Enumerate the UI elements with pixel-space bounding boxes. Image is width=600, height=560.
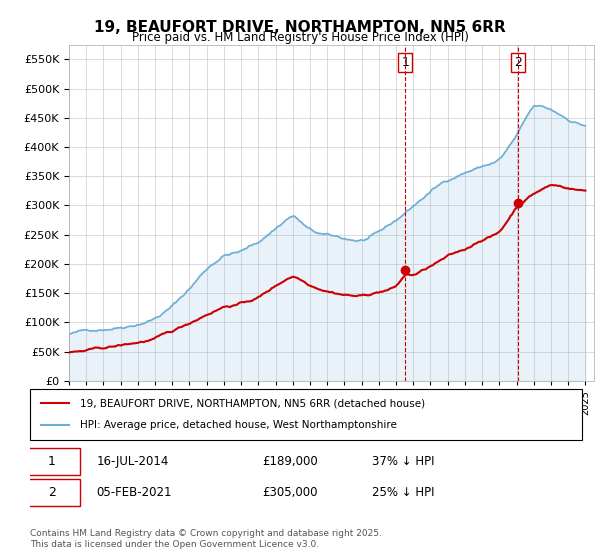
Text: 37% ↓ HPI: 37% ↓ HPI (372, 455, 435, 469)
Text: 19, BEAUFORT DRIVE, NORTHAMPTON, NN5 6RR: 19, BEAUFORT DRIVE, NORTHAMPTON, NN5 6RR (94, 20, 506, 35)
Text: £305,000: £305,000 (262, 486, 317, 499)
Text: HPI: Average price, detached house, West Northamptonshire: HPI: Average price, detached house, West… (80, 421, 397, 431)
Text: 1: 1 (48, 455, 56, 469)
Text: 19, BEAUFORT DRIVE, NORTHAMPTON, NN5 6RR (detached house): 19, BEAUFORT DRIVE, NORTHAMPTON, NN5 6RR… (80, 398, 425, 408)
FancyBboxPatch shape (25, 479, 80, 506)
Text: £189,000: £189,000 (262, 455, 317, 469)
Text: 2: 2 (48, 486, 56, 499)
Text: 16-JUL-2014: 16-JUL-2014 (96, 455, 169, 469)
FancyBboxPatch shape (30, 389, 582, 440)
Text: 05-FEB-2021: 05-FEB-2021 (96, 486, 172, 499)
Text: Price paid vs. HM Land Registry's House Price Index (HPI): Price paid vs. HM Land Registry's House … (131, 31, 469, 44)
Text: Contains HM Land Registry data © Crown copyright and database right 2025.
This d: Contains HM Land Registry data © Crown c… (30, 529, 382, 549)
FancyBboxPatch shape (25, 449, 80, 475)
Text: 2: 2 (514, 56, 522, 69)
Text: 25% ↓ HPI: 25% ↓ HPI (372, 486, 435, 499)
Text: 1: 1 (401, 56, 409, 69)
